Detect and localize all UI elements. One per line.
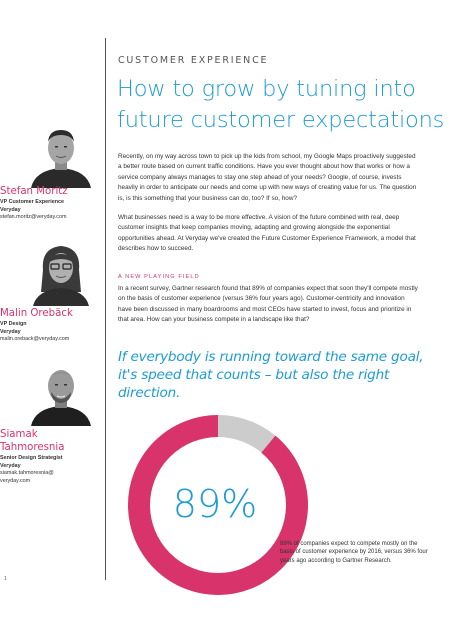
paragraph-intro: Recently, on my way across town to pick … xyxy=(118,153,417,202)
person-details: VP Design Veryday malin.oreback@veryday.… xyxy=(0,321,104,344)
portrait-malin xyxy=(27,240,95,306)
subheading: A NEW PLAYING FIELD xyxy=(118,274,200,280)
person-title: VP Customer Experience xyxy=(0,199,65,205)
stat-donut: 89% xyxy=(128,415,308,595)
person-name: Stefan Moritz xyxy=(0,186,68,197)
person-details: Senior Design Strategist Veryday siamak.… xyxy=(0,455,72,486)
person-name: Siamak Tahmoresnia xyxy=(0,429,65,453)
section-label: CUSTOMER EXPERIENCE xyxy=(118,55,269,66)
page-number: 1 xyxy=(4,576,7,582)
person-name: Malin Orebäck xyxy=(0,308,73,319)
person-company: Veryday xyxy=(0,206,21,213)
paragraph-need: What businesses need is a way to be more… xyxy=(118,214,416,253)
portrait-stefan xyxy=(27,122,95,188)
person-company: Veryday xyxy=(0,462,21,469)
portrait-siamak xyxy=(27,360,95,426)
person-email[interactable]: siamak.tahmoresnia@ veryday.com xyxy=(0,470,54,485)
stat-caption: 89% of companies expect to compete mostl… xyxy=(280,541,428,564)
donut-highlight-arc xyxy=(128,415,308,595)
person-company: Veryday xyxy=(0,328,21,335)
person-email[interactable]: stefan.moritz@veryday.com xyxy=(0,214,67,221)
pull-quote: If everybody is running toward the same … xyxy=(118,349,424,401)
article-headline: How to grow by tuning into future custom… xyxy=(117,76,445,133)
person-title: VP Design xyxy=(0,321,27,327)
person-title: Senior Design Strategist xyxy=(0,455,63,461)
column-divider xyxy=(105,38,106,580)
paragraph-survey: In a recent survey, Gartner research fou… xyxy=(118,285,418,324)
person-details: VP Customer Experience Veryday stefan.mo… xyxy=(0,199,104,222)
person-email[interactable]: malin.oreback@veryday.com xyxy=(0,336,70,343)
stat-value-label: 89% xyxy=(173,482,257,526)
